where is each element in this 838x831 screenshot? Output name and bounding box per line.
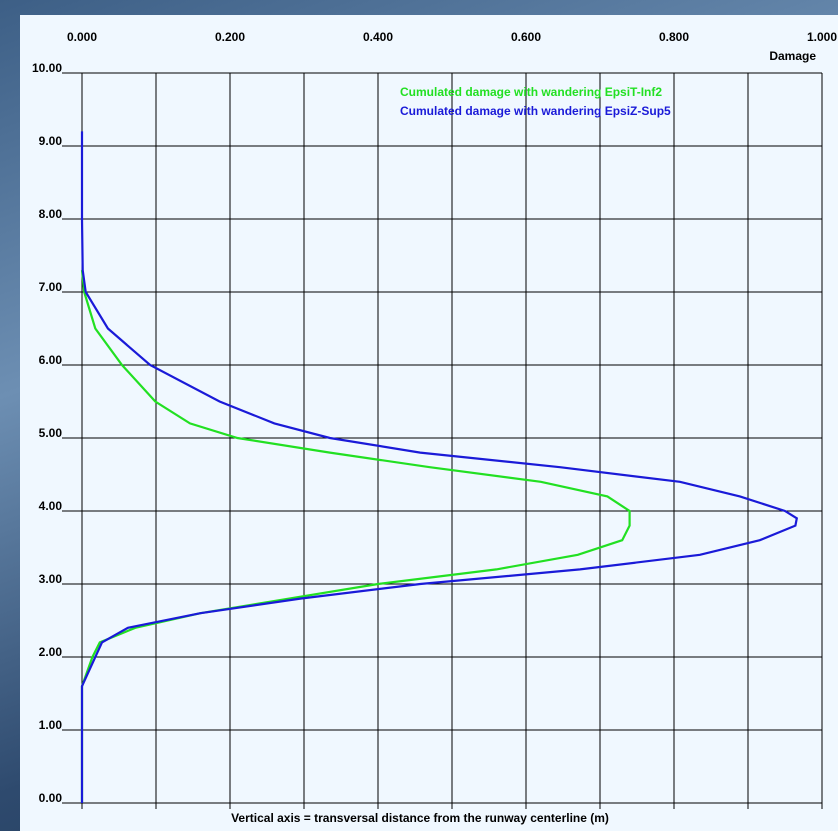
chart: Damage Vertical axis = transversal dista… [0, 0, 838, 831]
y-tick-label: 9.00 [39, 134, 63, 148]
x-tick-label: 0.000 [67, 30, 97, 44]
x-tick-label: 0.800 [659, 30, 689, 44]
y-tick-label: 0.00 [39, 791, 63, 805]
legend-entry: Cumulated damage with wandering EpsiT-In… [400, 85, 662, 99]
y-tick-label: 8.00 [39, 207, 63, 221]
y-tick-label: 2.00 [39, 645, 63, 659]
x-tick-label: 0.200 [215, 30, 245, 44]
y-tick-label: 4.00 [39, 499, 63, 513]
y-tick-label: 3.00 [39, 572, 63, 586]
x-tick-label: 0.600 [511, 30, 541, 44]
y-tick-label: 6.00 [39, 353, 63, 367]
x-tick-label: 1.000 [807, 30, 837, 44]
chart-panel [20, 15, 838, 831]
y-tick-label: 7.00 [39, 280, 63, 294]
y-tick-label: 10.00 [32, 61, 62, 75]
page: {"chart_data": {"type": "line", "xlabel"… [0, 0, 838, 831]
x-tick-label: 0.400 [363, 30, 393, 44]
x-axis-label: Damage [769, 49, 816, 63]
y-tick-label: 1.00 [39, 718, 63, 732]
y-tick-label: 5.00 [39, 426, 63, 440]
legend-entry: Cumulated damage with wandering EpsiZ-Su… [400, 104, 671, 118]
y-axis-label: Vertical axis = transversal distance fro… [231, 811, 609, 825]
